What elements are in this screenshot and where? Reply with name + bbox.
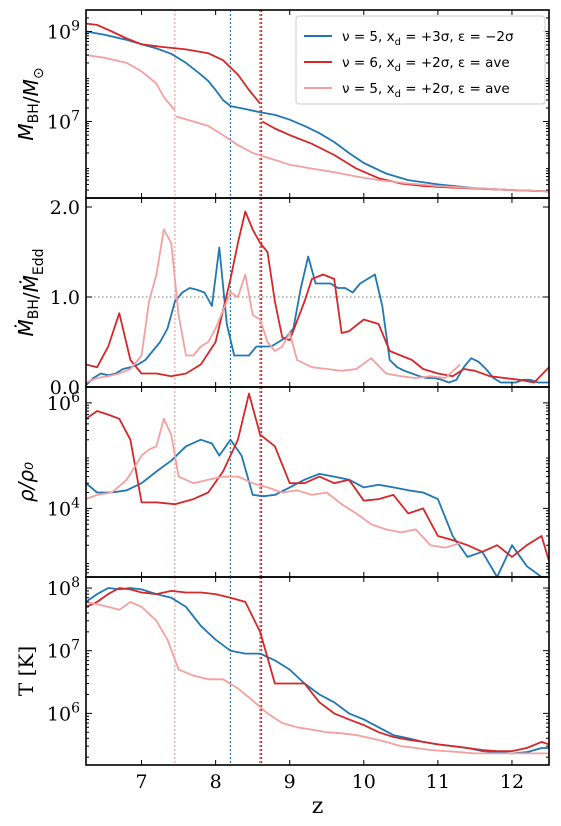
plot-area (86, 198, 549, 387)
series-line (86, 54, 176, 111)
legend-entry: ν = 6, xd = +2σ, ε = ave (342, 55, 510, 74)
legend-entry: ν = 5, xd = +3σ, ε = −2σ (342, 29, 514, 48)
x-axis-label: z (312, 794, 324, 819)
series-line (86, 30, 549, 193)
legend: ν = 5, xd = +3σ, ε = −2σ ν = 6, xd = +2σ,… (295, 15, 546, 105)
x-tick-label: 10 (352, 771, 376, 793)
axis-frame (85, 197, 550, 388)
y-axis-label: T [K] (14, 646, 38, 696)
panel-rho: 106 104 ρ/ρ₀ (14, 386, 550, 578)
series-line (86, 438, 549, 577)
series-line (261, 120, 549, 193)
y-axis-label: MBH/M⊙ (14, 67, 47, 140)
series-line (86, 587, 549, 755)
y-tick-label: 107 (47, 109, 80, 134)
y-axis-label: ṀBH/ṀEdd (14, 248, 47, 336)
series-line (86, 417, 461, 549)
y-tick-label: 106 (47, 390, 80, 415)
plot-area (86, 387, 549, 577)
series-line (86, 601, 549, 755)
y-tick-label: 106 (47, 700, 80, 725)
y-tick-label: 2.0 (50, 197, 80, 219)
series-line (86, 392, 549, 562)
y-tick-label: 107 (47, 638, 80, 663)
x-tick-label: 9 (284, 771, 296, 793)
x-tick-label: 12 (500, 771, 524, 793)
panel-mdot: 0.0 1.0 2.0 ṀBH/ṀEdd (14, 197, 550, 399)
series-line (86, 587, 549, 752)
plot-area (86, 577, 549, 765)
plot-area (86, 10, 549, 198)
y-tick-label: 0.0 (50, 377, 80, 399)
x-tick-label: 7 (136, 771, 148, 793)
y-axis-label: ρ/ρ₀ (14, 462, 38, 502)
axis-frame (85, 386, 550, 578)
axis-frame (85, 576, 550, 766)
legend-box (295, 15, 546, 105)
y-tick-label: 109 (47, 18, 80, 43)
series-line (86, 246, 549, 386)
panel-temp: 108 107 106 T [K] (14, 575, 550, 766)
series-line (86, 228, 461, 384)
y-tick-label: 108 (47, 575, 80, 600)
y-tick-label: 1.0 (50, 287, 80, 309)
legend-entry: ν = 5, xd = +2σ, ε = ave (342, 81, 510, 100)
y-tick-label: 104 (47, 495, 80, 520)
x-tick-label: 8 (210, 771, 222, 793)
x-tick-label: 11 (426, 771, 450, 793)
series-line (175, 115, 549, 193)
series-line (86, 22, 261, 105)
series-line (86, 210, 549, 384)
